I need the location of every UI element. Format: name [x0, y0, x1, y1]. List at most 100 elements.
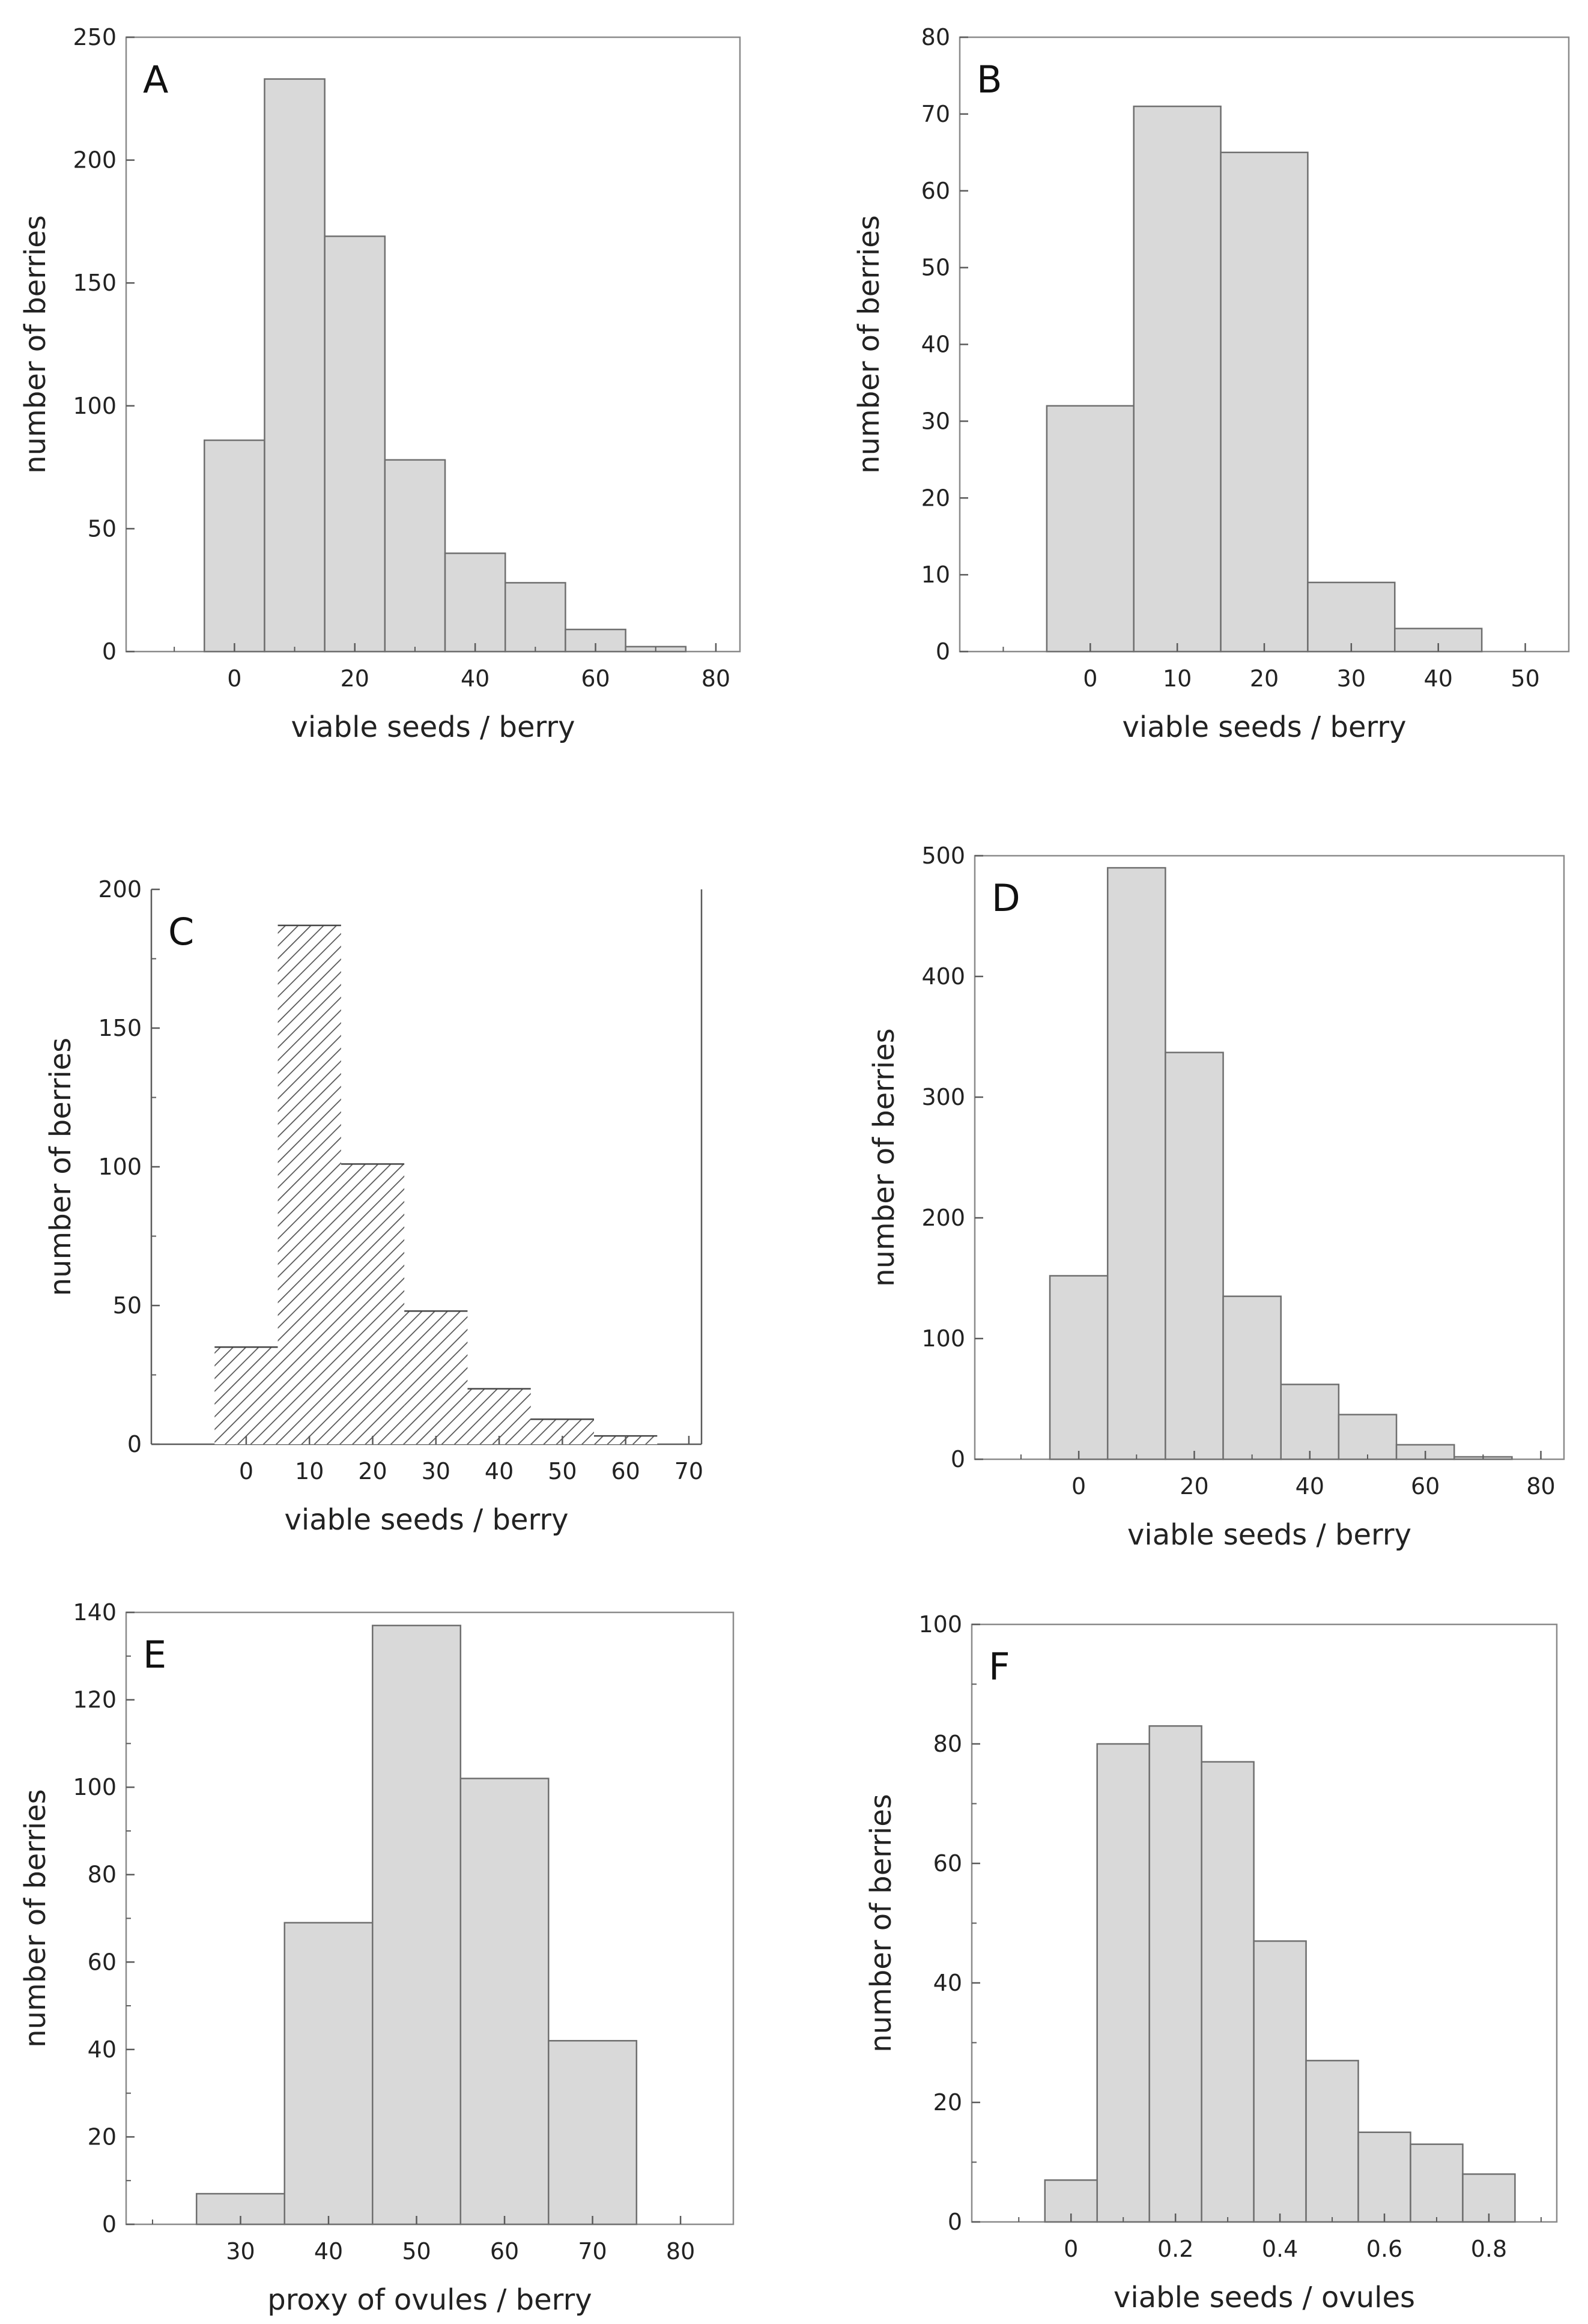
bar — [548, 2040, 638, 2226]
y-tick-label: 150 — [73, 270, 117, 296]
y-tick-label: 40 — [88, 2036, 117, 2063]
panel-c: 0 50 100 150 200 0 10 20 30 40 50 60 70 viable seeds … — [44, 876, 703, 1537]
x-tick-label: 70 — [578, 2238, 607, 2265]
x-axis-title: viable seeds / berry — [291, 710, 575, 744]
bar — [1220, 151, 1309, 653]
bar — [1165, 1052, 1224, 1460]
x-tick-label: 0.2 — [1157, 2236, 1193, 2262]
bar — [372, 1624, 462, 2226]
x-tick-label: 40 — [314, 2238, 343, 2265]
bar — [1280, 1384, 1340, 1460]
x-tick-label: 0.6 — [1366, 2236, 1402, 2262]
x-tick-label: 20 — [1250, 665, 1279, 692]
x-tick-label: 30 — [1337, 665, 1366, 692]
panel-a: 0 50 100 150 200 250 0 20 40 60 80 viable seeds / b… — [19, 24, 741, 744]
x-tick-label: 60 — [581, 665, 610, 692]
y-tick-label: 80 — [933, 1731, 962, 1757]
bar — [324, 235, 386, 653]
bar — [1222, 1295, 1282, 1460]
y-tick-label: 0 — [127, 1431, 142, 1457]
bar — [214, 1347, 278, 1444]
y-tick-label: 0 — [948, 2209, 962, 2235]
x-tick-label: 30 — [422, 1458, 450, 1484]
bar — [1148, 1725, 1202, 2223]
x-tick-label: 40 — [461, 665, 489, 692]
y-tick-label: 0 — [102, 638, 117, 665]
x-tick-label: 20 — [1180, 1473, 1208, 1499]
bar — [277, 925, 341, 1444]
x-tick-label: 70 — [674, 1458, 703, 1484]
panel-letter: A — [143, 58, 168, 101]
y-tick-label: 250 — [73, 24, 117, 50]
x-tick-label: 10 — [295, 1458, 324, 1484]
y-tick-label: 100 — [918, 1611, 962, 1638]
y-axis-title: number of berries — [867, 1028, 901, 1287]
bar — [204, 439, 265, 653]
x-axis-title: proxy of ovules / berry — [267, 2283, 592, 2317]
x-tick-label: 40 — [1424, 665, 1453, 692]
x-tick-label: 40 — [1296, 1473, 1324, 1499]
y-tick-label: 150 — [98, 1015, 142, 1041]
y-tick-label: 0 — [951, 1446, 965, 1472]
y-tick-label: 0 — [936, 638, 950, 665]
x-tick-label: 50 — [1511, 665, 1539, 692]
bar — [264, 78, 326, 653]
bar — [283, 1922, 374, 2226]
x-tick-label: 0.8 — [1471, 2236, 1507, 2262]
x-tick-label: 60 — [1411, 1473, 1440, 1499]
x-tick-label: 50 — [548, 1458, 577, 1484]
x-tick-label: 10 — [1163, 665, 1192, 692]
x-tick-label: 20 — [358, 1458, 387, 1484]
x-axis-title: viable seeds / berry — [1122, 710, 1406, 744]
x-tick-label: 80 — [1526, 1473, 1555, 1499]
y-tick-label: 40 — [921, 331, 950, 358]
y-tick-label: 20 — [921, 485, 950, 511]
x-tick-label: 0 — [1083, 665, 1097, 692]
panel-letter: F — [989, 1645, 1010, 1689]
panel-letter: B — [977, 58, 1002, 101]
y-tick-label: 10 — [921, 561, 950, 588]
y-tick-label: 30 — [921, 408, 950, 434]
y-tick-label: 500 — [921, 843, 965, 869]
y-tick-label: 100 — [921, 1325, 965, 1352]
y-tick-label: 120 — [73, 1687, 117, 1713]
panel-letter: D — [992, 876, 1020, 920]
panel-d: 0 100 200 300 400 500 0 20 40 60 80 viable seeds / … — [867, 843, 1565, 1552]
x-tick-label: 60 — [611, 1458, 640, 1484]
x-tick-label: 0 — [239, 1458, 253, 1484]
bar — [1338, 1414, 1398, 1460]
y-axis-title: number of berries — [852, 215, 886, 474]
panel-letter: C — [168, 910, 194, 954]
y-tick-label: 200 — [73, 147, 117, 174]
x-tick-label: 50 — [402, 2238, 431, 2265]
x-tick-label: 0 — [1071, 1473, 1086, 1499]
bar — [1357, 2131, 1411, 2223]
bar — [1410, 2143, 1464, 2223]
y-tick-label: 70 — [921, 101, 950, 127]
y-tick-label: 50 — [88, 515, 117, 542]
bar — [1201, 1761, 1255, 2223]
x-tick-label: 0 — [1064, 2236, 1078, 2262]
panel-f: 0 20 40 60 80 100 0 0.2 0.4 0.6 0.8 viable seeds / … — [864, 1611, 1558, 2314]
bar — [1049, 1275, 1109, 1460]
bar — [1096, 1743, 1150, 2223]
y-axis-title: number of berries — [44, 1038, 77, 1297]
bar — [1253, 1940, 1307, 2223]
y-axis-title: number of berries — [19, 1789, 52, 2048]
x-tick-label: 80 — [666, 2238, 695, 2265]
bar — [404, 1311, 468, 1444]
bar — [1305, 2060, 1359, 2223]
y-tick-label: 0 — [102, 2211, 117, 2238]
bar — [1307, 581, 1396, 653]
bar — [504, 582, 566, 653]
y-tick-label: 140 — [73, 1599, 117, 1626]
x-tick-label: 80 — [702, 665, 730, 692]
y-tick-label: 80 — [88, 1862, 117, 1888]
y-tick-label: 400 — [921, 963, 965, 990]
x-tick-label: 60 — [490, 2238, 519, 2265]
bar — [444, 552, 506, 653]
y-tick-label: 60 — [921, 178, 950, 204]
y-tick-label: 50 — [113, 1292, 142, 1319]
y-tick-label: 200 — [921, 1205, 965, 1231]
